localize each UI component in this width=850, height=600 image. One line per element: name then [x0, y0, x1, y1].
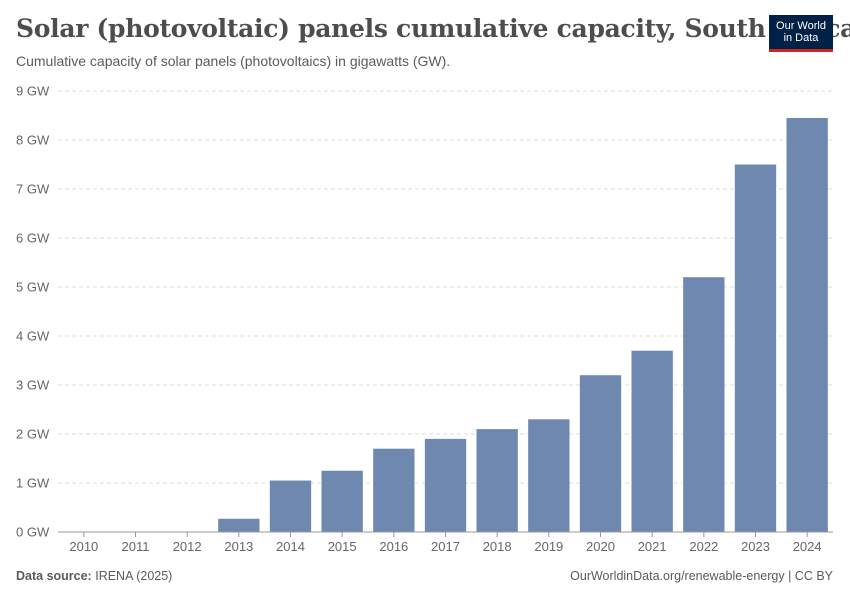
bar-2019[interactable]	[528, 419, 570, 532]
y-tick-label-8: 8 GW	[16, 133, 50, 148]
x-tick-label-2019: 2019	[534, 539, 563, 554]
x-tick-label-2010: 2010	[69, 539, 98, 554]
y-tick-label-6: 6 GW	[16, 231, 50, 246]
bar-2018[interactable]	[476, 429, 518, 532]
x-tick-label-2015: 2015	[328, 539, 357, 554]
x-tick-label-2021: 2021	[638, 539, 667, 554]
x-tick-label-2016: 2016	[379, 539, 408, 554]
bar-2015[interactable]	[321, 470, 363, 532]
y-tick-label-9: 9 GW	[16, 84, 50, 99]
x-tick-label-2014: 2014	[276, 539, 305, 554]
bar-2014[interactable]	[269, 480, 312, 532]
logo-line-2: in Data	[783, 32, 819, 44]
y-tick-label-1: 1 GW	[16, 476, 50, 491]
x-tick-label-2022: 2022	[689, 539, 718, 554]
y-tick-label-5: 5 GW	[16, 280, 50, 295]
bar-2013[interactable]	[218, 518, 260, 532]
y-tick-label-7: 7 GW	[16, 182, 50, 197]
data-source-value: IRENA (2025)	[95, 569, 173, 583]
x-tick-label-2017: 2017	[431, 539, 460, 554]
x-tick-label-2012: 2012	[173, 539, 202, 554]
x-tick-label-2020: 2020	[586, 539, 615, 554]
bar-2024[interactable]	[786, 117, 828, 532]
data-source-label: Data source:	[16, 569, 92, 583]
bar-2023[interactable]	[734, 164, 777, 533]
logo-line-1: Our World	[776, 20, 826, 32]
y-tick-label-2: 2 GW	[16, 427, 50, 442]
footer-url[interactable]: OurWorldinData.org/renewable-energy | CC…	[570, 569, 833, 583]
bar-2017[interactable]	[424, 438, 467, 532]
x-tick-label-2018: 2018	[483, 539, 512, 554]
bar-2016[interactable]	[373, 448, 415, 532]
y-tick-label-3: 3 GW	[16, 378, 50, 393]
axes: 0 GW 1 GW 2 GW 3 GW 4 GW 5 GW 6 GW 7 GW 8 GW 9 GW…	[16, 84, 833, 554]
y-tick-label-0: 0 GW	[16, 525, 50, 540]
x-tick-label-2013: 2013	[224, 539, 253, 554]
chart-title: Solar (photovoltaic) panels cumulative c…	[16, 14, 850, 43]
bar-2020[interactable]	[579, 375, 622, 532]
x-tick-label-2011: 2011	[122, 539, 150, 554]
bars	[63, 117, 828, 533]
y-tick-label-4: 4 GW	[16, 329, 50, 344]
chart-subtitle: Cumulative capacity of solar panels (pho…	[16, 53, 451, 69]
data-source: Data source: IRENA (2025)	[16, 569, 172, 583]
bar-2021[interactable]	[631, 350, 673, 532]
x-tick-label-2024: 2024	[793, 539, 822, 554]
bar-2022[interactable]	[683, 277, 725, 532]
x-tick-label-2023: 2023	[741, 539, 770, 554]
owid-logo[interactable]: Our World in Data	[769, 15, 833, 52]
